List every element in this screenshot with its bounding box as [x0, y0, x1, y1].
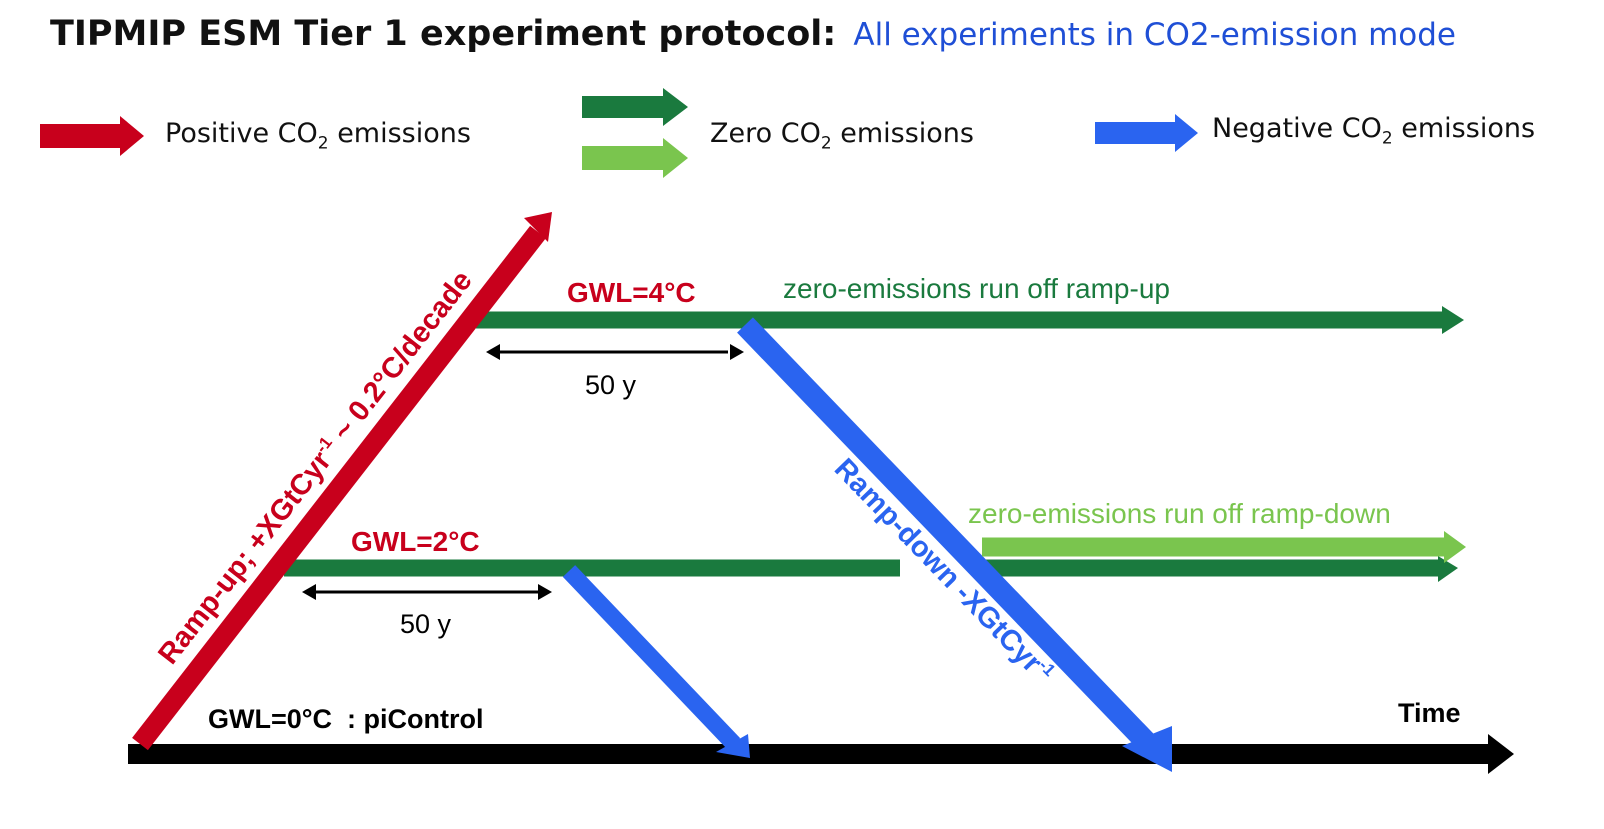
duration-top-left-arrowhead	[486, 344, 500, 360]
zero-run-rampdown-light-arrowhead	[1444, 531, 1466, 563]
legend-zero-dark-arrow	[582, 88, 688, 126]
legend-zero-light-arrow	[582, 138, 688, 178]
legend-positive-arrow	[40, 116, 144, 156]
rampup-arrowhead	[524, 212, 552, 242]
zero-rampdown-label: zero-emissions run off ramp-down	[968, 498, 1391, 529]
legend-negative-label: Negative CO2 emissions	[1212, 113, 1536, 149]
gwl2-label: GWL=2°C	[351, 526, 480, 557]
zero-run-rampup-arrowhead	[1442, 306, 1464, 334]
legend-zero-label: Zero CO2 emissions	[710, 118, 974, 154]
gwl0-label: GWL=0°C : piControl	[208, 704, 484, 734]
rampdown-from-gwl2-arrowhead	[716, 734, 750, 758]
time-axis-arrowhead	[1488, 734, 1514, 774]
duration-bottom-label: 50 y	[400, 609, 452, 639]
legend-negative-arrow	[1095, 114, 1198, 152]
rampup-line	[132, 225, 546, 751]
duration-top-right-arrowhead	[730, 344, 744, 360]
duration-top-label: 50 y	[585, 370, 637, 400]
gwl4-label: GWL=4°C	[567, 277, 696, 308]
rampdown-from-gwl2-line	[562, 565, 741, 750]
duration-bottom-right-arrowhead	[538, 584, 552, 600]
page-title: TIPMIP ESM Tier 1 experiment protocol:	[50, 14, 837, 54]
page-subtitle: All experiments in CO2-emission mode	[853, 17, 1456, 53]
title-line: TIPMIP ESM Tier 1 experiment protocol: A…	[50, 14, 1456, 54]
time-label: Time	[1398, 698, 1461, 728]
zero-run-rampdown-dark-arrowhead	[1438, 556, 1458, 582]
legend-positive-label: Positive CO2 emissions	[165, 118, 471, 154]
rampdown-from-gwl4-arrowhead	[1122, 726, 1172, 772]
rampdown-from-gwl4-line	[737, 317, 1160, 756]
zero-rampup-label: zero-emissions run off ramp-up	[783, 273, 1170, 304]
duration-bottom-left-arrowhead	[302, 584, 316, 600]
